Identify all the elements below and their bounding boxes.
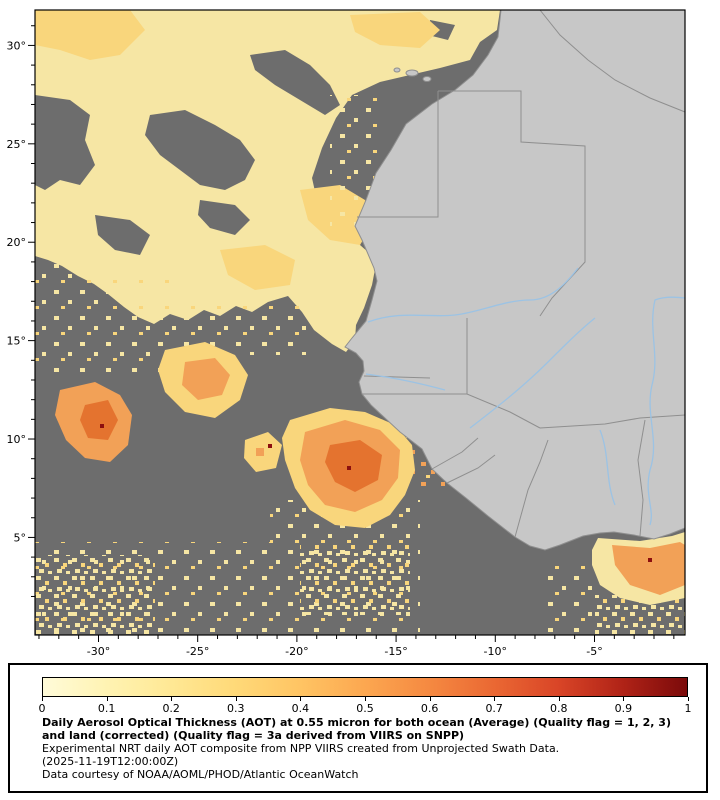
country-borders-layer (357, 9, 686, 538)
legend-subtitle: Experimental NRT daily AOT composite fro… (42, 741, 560, 755)
colorbar-tick-label: 0.3 (227, 702, 245, 715)
colorbar-tick-label: 0.7 (485, 702, 503, 715)
x-tick-label: -30° (87, 645, 110, 658)
colorbar-tick-mark (558, 697, 560, 701)
canary-island (393, 67, 401, 73)
colorbar-tick-label: 0.2 (162, 702, 180, 715)
y-tick-label: 30° (7, 39, 27, 52)
y-tick-label: 10° (7, 433, 27, 446)
map-plot: -30° -25° -20° -15° -10° -5° 30° 25° 20° 15° 10° 5° (7, 9, 686, 658)
x-tick-label: -10° (484, 645, 507, 658)
colorbar-tick-mark (235, 697, 237, 701)
x-tick-label: -5° (586, 645, 602, 658)
colorbar-tick-mark (171, 697, 173, 701)
axis-layer: -30° -25° -20° -15° -10° -5° 30° 25° 20° 15° 10° 5° (7, 25, 675, 658)
colorbar-tick-label: 0 (38, 702, 46, 715)
legend-text: Daily Aerosol Optical Thickness (AOT) at… (42, 716, 672, 782)
canary-island (422, 76, 432, 82)
colorbar-tick-mark (42, 697, 43, 701)
y-tick-label: 20° (7, 236, 27, 249)
canary-island (405, 69, 419, 77)
west-africa-landmass (344, 9, 686, 551)
land-layer (344, 9, 686, 551)
y-tick-label: 25° (7, 138, 27, 151)
y-tick-label: 5° (14, 531, 27, 544)
colorbar-tick-label: 0.6 (420, 702, 439, 715)
colorbar-tick-label: 0.9 (614, 702, 633, 715)
x-tick-label: -20° (285, 645, 308, 658)
colorbar (42, 677, 688, 697)
colorbar-tick-mark (429, 697, 431, 701)
x-tick-label: -25° (186, 645, 209, 658)
legend-title: Daily Aerosol Optical Thickness (AOT) at… (42, 716, 671, 742)
colorbar-ticks: 0 0.1 0.2 0.3 0.4 0.5 0.6 0.7 0.8 0.9 1 (38, 697, 692, 716)
x-tick-label: -15° (384, 645, 407, 658)
colorbar-wrap: 0 0.1 0.2 0.3 0.4 0.5 0.6 0.7 0.8 0.9 1 (38, 677, 692, 716)
colorbar-tick-mark (688, 697, 689, 701)
legend-credit: Data courtesy of NOAA/AOML/PHOD/Atlantic… (42, 767, 359, 781)
colorbar-tick-mark (623, 697, 625, 701)
y-tick-label: 15° (7, 335, 27, 348)
legend-panel: 0 0.1 0.2 0.3 0.4 0.5 0.6 0.7 0.8 0.9 1 Daily Aero… (8, 663, 708, 793)
colorbar-tick-label: 0.1 (97, 702, 116, 715)
aerosol-data-layer (35, 10, 685, 635)
colorbar-tick-mark (106, 697, 108, 701)
colorbar-tick-label: 0.4 (291, 702, 310, 715)
rivers-layer (365, 267, 686, 526)
colorbar-tick-mark (494, 697, 496, 701)
colorbar-tick-mark (365, 697, 366, 701)
legend-timestamp: (2025-11-19T12:00:00Z) (42, 754, 179, 768)
colorbar-tick-label: 0.8 (550, 702, 568, 715)
colorbar-tick-mark (300, 697, 302, 701)
map-frame (34, 9, 686, 636)
colorbar-tick-label: 0.5 (356, 702, 374, 715)
colorbar-tick-label: 1 (684, 702, 692, 715)
